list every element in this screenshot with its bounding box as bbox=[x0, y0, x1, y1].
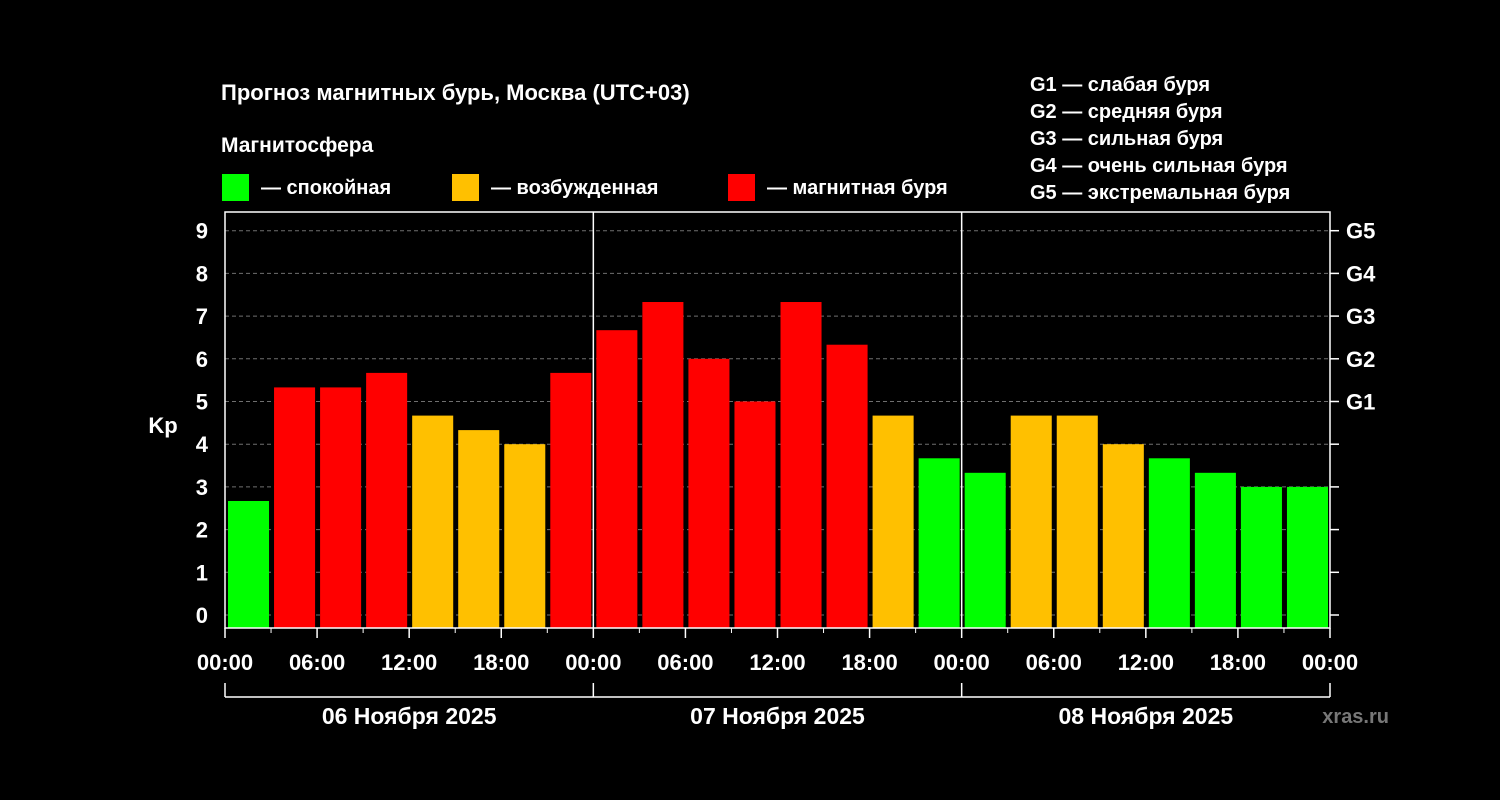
y-tick-label: 3 bbox=[196, 475, 208, 500]
y-tick-label: 6 bbox=[196, 347, 208, 372]
kp-bar bbox=[688, 358, 730, 628]
magnetosphere-label: Магнитосфера bbox=[221, 134, 374, 157]
kp-bar bbox=[1102, 444, 1144, 628]
g-legend-g4: G4 — очень сильная буря bbox=[1030, 155, 1288, 177]
kp-bar bbox=[458, 430, 500, 628]
day-label: 06 Ноября 2025 bbox=[322, 703, 497, 729]
axes: 0 1 2 3 4 5 6 7 8 9 G1 G2 G3 G4 G5 00:00 06:00 12:00 18:00… bbox=[196, 211, 1376, 729]
kp-bar bbox=[366, 372, 408, 628]
bars bbox=[228, 302, 1328, 628]
y-tick-label: 2 bbox=[196, 518, 208, 543]
kp-bar bbox=[1056, 415, 1098, 628]
x-tick-label: 00:00 bbox=[1302, 650, 1358, 675]
kp-bar bbox=[1148, 458, 1190, 628]
x-tick-label: 00:00 bbox=[197, 650, 253, 675]
kp-bar bbox=[320, 387, 362, 628]
day-label: 08 Ноября 2025 bbox=[1058, 703, 1233, 729]
x-tick-label: 18:00 bbox=[841, 650, 897, 675]
legend-swatch-quiet bbox=[222, 174, 249, 201]
kp-bar bbox=[1240, 486, 1282, 628]
kp-bar bbox=[918, 458, 960, 628]
g-level-label: G3 bbox=[1346, 304, 1375, 329]
x-tick-label: 18:00 bbox=[473, 650, 529, 675]
x-tick-label: 12:00 bbox=[381, 650, 437, 675]
color-legend: — спокойная — возбужденная — магнитная б… bbox=[222, 174, 948, 201]
kp-bar bbox=[964, 472, 1006, 628]
day-label: 07 Ноября 2025 bbox=[690, 703, 865, 729]
kp-bar bbox=[596, 330, 638, 628]
kp-bar bbox=[872, 415, 914, 628]
legend-swatch-active bbox=[452, 174, 479, 201]
y-tick-label: 1 bbox=[196, 560, 208, 585]
kp-bar bbox=[826, 344, 868, 628]
x-tick-label: 12:00 bbox=[1118, 650, 1174, 675]
x-tick-label: 06:00 bbox=[657, 650, 713, 675]
x-tick-label: 00:00 bbox=[565, 650, 621, 675]
y-tick-label: 8 bbox=[196, 261, 208, 286]
kp-bar bbox=[550, 372, 592, 628]
legend-label-storm: — магнитная буря bbox=[767, 177, 948, 199]
watermark: xras.ru bbox=[1322, 706, 1389, 728]
g-level-label: G4 bbox=[1346, 261, 1376, 286]
kp-bar bbox=[228, 500, 270, 628]
g-level-label: G2 bbox=[1346, 347, 1375, 372]
kp-bar bbox=[412, 415, 454, 628]
y-axis-label: Kp bbox=[148, 413, 177, 438]
g-legend-g1: G1 — слабая буря bbox=[1030, 74, 1210, 96]
kp-bar bbox=[1286, 486, 1328, 628]
kp-bar bbox=[780, 302, 822, 628]
kp-bar bbox=[1194, 472, 1236, 628]
x-tick-label: 06:00 bbox=[289, 650, 345, 675]
x-tick-label: 18:00 bbox=[1210, 650, 1266, 675]
legend-swatch-storm bbox=[728, 174, 755, 201]
x-tick-label: 00:00 bbox=[934, 650, 990, 675]
legend-label-quiet: — спокойная bbox=[261, 177, 391, 199]
g-level-label: G1 bbox=[1346, 390, 1375, 415]
chart-title: Прогноз магнитных бурь, Москва (UTC+03) bbox=[221, 80, 690, 105]
g-legend-g5: G5 — экстремальная буря bbox=[1030, 182, 1290, 204]
y-tick-label: 0 bbox=[196, 603, 208, 628]
x-tick-label: 12:00 bbox=[749, 650, 805, 675]
kp-bar bbox=[1010, 415, 1052, 628]
g-legend-g3: G3 — сильная буря bbox=[1030, 128, 1223, 150]
g-legend-g2: G2 — средняя буря bbox=[1030, 101, 1223, 123]
kp-bar bbox=[504, 444, 546, 628]
y-tick-label: 7 bbox=[196, 304, 208, 329]
x-tick-label: 06:00 bbox=[1026, 650, 1082, 675]
y-tick-label: 9 bbox=[196, 219, 208, 244]
legend-label-active: — возбужденная bbox=[491, 177, 658, 199]
kp-bar bbox=[734, 401, 776, 628]
g-level-label: G5 bbox=[1346, 219, 1375, 244]
grid-lines bbox=[225, 230, 1330, 616]
y-tick-label: 5 bbox=[196, 390, 208, 415]
kp-bar bbox=[642, 302, 684, 628]
y-tick-label: 4 bbox=[196, 432, 209, 457]
g-scale-legend: G1 — слабая буря G2 — средняя буря G3 — … bbox=[1030, 74, 1290, 204]
kp-bar bbox=[274, 387, 316, 628]
